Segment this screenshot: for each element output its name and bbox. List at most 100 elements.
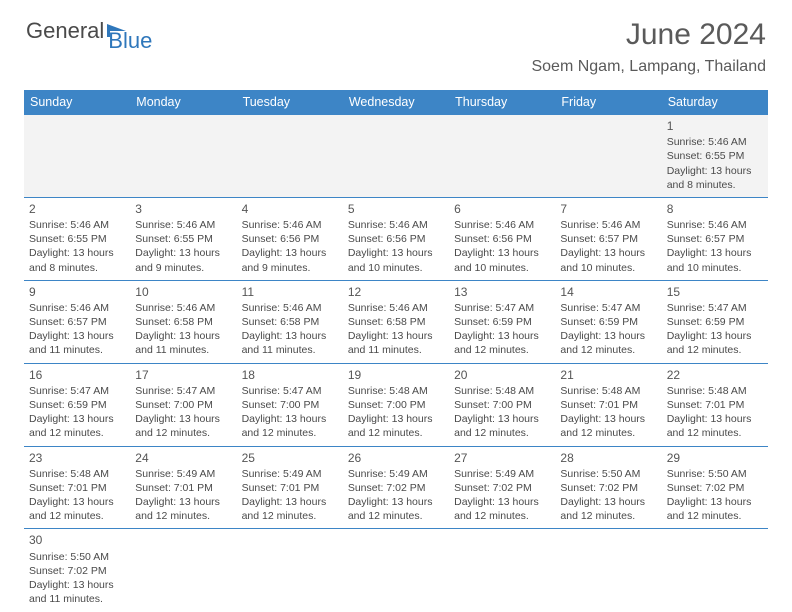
day-number: 22 <box>667 367 763 383</box>
sunrise-line: Sunrise: 5:46 AM <box>29 301 125 315</box>
sunrise-line: Sunrise: 5:46 AM <box>667 218 763 232</box>
calendar-cell: 23Sunrise: 5:48 AMSunset: 7:01 PMDayligh… <box>24 446 130 529</box>
sunset-line: Sunset: 6:57 PM <box>29 315 125 329</box>
sunset-line: Sunset: 7:00 PM <box>242 398 338 412</box>
day-number: 16 <box>29 367 125 383</box>
sunset-line: Sunset: 6:58 PM <box>242 315 338 329</box>
daylight-line: Daylight: 13 hours and 8 minutes. <box>667 164 763 192</box>
sunset-line: Sunset: 6:56 PM <box>348 232 444 246</box>
daylight-line: Daylight: 13 hours and 12 minutes. <box>560 412 656 440</box>
sunrise-line: Sunrise: 5:47 AM <box>135 384 231 398</box>
sunrise-line: Sunrise: 5:48 AM <box>560 384 656 398</box>
sunrise-line: Sunrise: 5:48 AM <box>29 467 125 481</box>
calendar-cell-empty <box>343 529 449 611</box>
calendar-cell: 1Sunrise: 5:46 AMSunset: 6:55 PMDaylight… <box>662 115 768 198</box>
day-number: 26 <box>348 450 444 466</box>
sunrise-line: Sunrise: 5:46 AM <box>242 218 338 232</box>
calendar-cell: 16Sunrise: 5:47 AMSunset: 6:59 PMDayligh… <box>24 363 130 446</box>
sunrise-line: Sunrise: 5:47 AM <box>667 301 763 315</box>
day-number: 21 <box>560 367 656 383</box>
calendar-cell-empty <box>343 115 449 198</box>
calendar-cell: 5Sunrise: 5:46 AMSunset: 6:56 PMDaylight… <box>343 197 449 280</box>
day-number: 27 <box>454 450 550 466</box>
calendar-cell: 8Sunrise: 5:46 AMSunset: 6:57 PMDaylight… <box>662 197 768 280</box>
sunset-line: Sunset: 7:01 PM <box>242 481 338 495</box>
sunset-line: Sunset: 6:58 PM <box>135 315 231 329</box>
day-header: Sunday <box>24 90 130 115</box>
sunset-line: Sunset: 7:02 PM <box>348 481 444 495</box>
calendar-cell-empty <box>449 529 555 611</box>
day-number: 7 <box>560 201 656 217</box>
day-number: 8 <box>667 201 763 217</box>
day-number: 1 <box>667 118 763 134</box>
sunset-line: Sunset: 6:55 PM <box>135 232 231 246</box>
sunrise-line: Sunrise: 5:46 AM <box>667 135 763 149</box>
daylight-line: Daylight: 13 hours and 8 minutes. <box>29 246 125 274</box>
sunset-line: Sunset: 6:56 PM <box>242 232 338 246</box>
calendar-cell: 13Sunrise: 5:47 AMSunset: 6:59 PMDayligh… <box>449 280 555 363</box>
sunrise-line: Sunrise: 5:46 AM <box>454 218 550 232</box>
daylight-line: Daylight: 13 hours and 10 minutes. <box>454 246 550 274</box>
day-number: 15 <box>667 284 763 300</box>
day-number: 3 <box>135 201 231 217</box>
sunrise-line: Sunrise: 5:50 AM <box>29 550 125 564</box>
daylight-line: Daylight: 13 hours and 11 minutes. <box>242 329 338 357</box>
day-number: 6 <box>454 201 550 217</box>
calendar-cell: 18Sunrise: 5:47 AMSunset: 7:00 PMDayligh… <box>237 363 343 446</box>
day-number: 10 <box>135 284 231 300</box>
calendar-cell: 30Sunrise: 5:50 AMSunset: 7:02 PMDayligh… <box>24 529 130 611</box>
sunrise-line: Sunrise: 5:49 AM <box>454 467 550 481</box>
sunrise-line: Sunrise: 5:46 AM <box>29 218 125 232</box>
day-number: 14 <box>560 284 656 300</box>
daylight-line: Daylight: 13 hours and 12 minutes. <box>454 329 550 357</box>
logo-text-2-wrap: Blue <box>108 28 152 54</box>
header: General Blue June 2024 Soem Ngam, Lampan… <box>0 0 792 82</box>
calendar-cell-empty <box>130 115 236 198</box>
sunset-line: Sunset: 7:01 PM <box>560 398 656 412</box>
sunset-line: Sunset: 6:55 PM <box>29 232 125 246</box>
calendar-cell: 9Sunrise: 5:46 AMSunset: 6:57 PMDaylight… <box>24 280 130 363</box>
daylight-line: Daylight: 13 hours and 11 minutes. <box>135 329 231 357</box>
sunset-line: Sunset: 6:59 PM <box>29 398 125 412</box>
calendar-row: 30Sunrise: 5:50 AMSunset: 7:02 PMDayligh… <box>24 529 768 611</box>
daylight-line: Daylight: 13 hours and 12 minutes. <box>560 329 656 357</box>
day-header: Monday <box>130 90 236 115</box>
sunset-line: Sunset: 6:59 PM <box>560 315 656 329</box>
daylight-line: Daylight: 13 hours and 12 minutes. <box>454 412 550 440</box>
sunset-line: Sunset: 6:57 PM <box>560 232 656 246</box>
logo-text-1: General <box>26 18 104 44</box>
calendar-cell: 19Sunrise: 5:48 AMSunset: 7:00 PMDayligh… <box>343 363 449 446</box>
daylight-line: Daylight: 13 hours and 9 minutes. <box>135 246 231 274</box>
sunset-line: Sunset: 7:02 PM <box>560 481 656 495</box>
calendar-cell: 22Sunrise: 5:48 AMSunset: 7:01 PMDayligh… <box>662 363 768 446</box>
sunrise-line: Sunrise: 5:47 AM <box>242 384 338 398</box>
sunset-line: Sunset: 7:00 PM <box>348 398 444 412</box>
calendar-cell-empty <box>662 529 768 611</box>
day-number: 30 <box>29 532 125 548</box>
day-number: 2 <box>29 201 125 217</box>
sunset-line: Sunset: 7:00 PM <box>454 398 550 412</box>
day-number: 11 <box>242 284 338 300</box>
sunrise-line: Sunrise: 5:50 AM <box>667 467 763 481</box>
sunrise-line: Sunrise: 5:49 AM <box>242 467 338 481</box>
calendar-cell: 26Sunrise: 5:49 AMSunset: 7:02 PMDayligh… <box>343 446 449 529</box>
day-number: 25 <box>242 450 338 466</box>
daylight-line: Daylight: 13 hours and 9 minutes. <box>242 246 338 274</box>
sunset-line: Sunset: 6:59 PM <box>667 315 763 329</box>
day-number: 29 <box>667 450 763 466</box>
sunset-line: Sunset: 6:59 PM <box>454 315 550 329</box>
daylight-line: Daylight: 13 hours and 12 minutes. <box>135 412 231 440</box>
sunrise-line: Sunrise: 5:46 AM <box>560 218 656 232</box>
day-number: 17 <box>135 367 231 383</box>
sunrise-line: Sunrise: 5:49 AM <box>135 467 231 481</box>
day-header: Tuesday <box>237 90 343 115</box>
calendar-cell: 20Sunrise: 5:48 AMSunset: 7:00 PMDayligh… <box>449 363 555 446</box>
sunrise-line: Sunrise: 5:48 AM <box>454 384 550 398</box>
day-number: 24 <box>135 450 231 466</box>
day-number: 4 <box>242 201 338 217</box>
sunrise-line: Sunrise: 5:50 AM <box>560 467 656 481</box>
sunrise-line: Sunrise: 5:48 AM <box>348 384 444 398</box>
calendar-table: SundayMondayTuesdayWednesdayThursdayFrid… <box>24 90 768 611</box>
day-number: 9 <box>29 284 125 300</box>
calendar-cell: 11Sunrise: 5:46 AMSunset: 6:58 PMDayligh… <box>237 280 343 363</box>
